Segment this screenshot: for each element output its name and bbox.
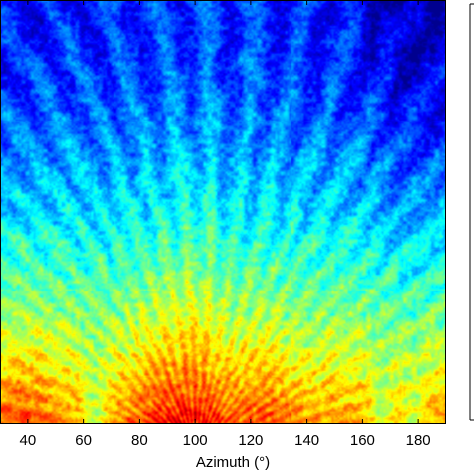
x-axis-ticks: 40 60 80 100 120 140 160 180: [20, 0, 431, 449]
x-tick-label-60: 60: [75, 432, 92, 449]
x-tick-label-100: 100: [183, 432, 208, 449]
x-tick-label-180: 180: [406, 432, 431, 449]
x-axis-title: Azimuth (°): [196, 454, 270, 471]
x-tick-label-40: 40: [20, 432, 37, 449]
heatmap-image: [0, 0, 446, 424]
x-tick-label-140: 140: [294, 432, 319, 449]
x-tick-label-80: 80: [131, 432, 148, 449]
plot-frame: [0, 0, 446, 424]
colorbar: [469, 3, 474, 421]
x-tick-label-160: 160: [350, 432, 375, 449]
x-tick-label-120: 120: [238, 432, 263, 449]
